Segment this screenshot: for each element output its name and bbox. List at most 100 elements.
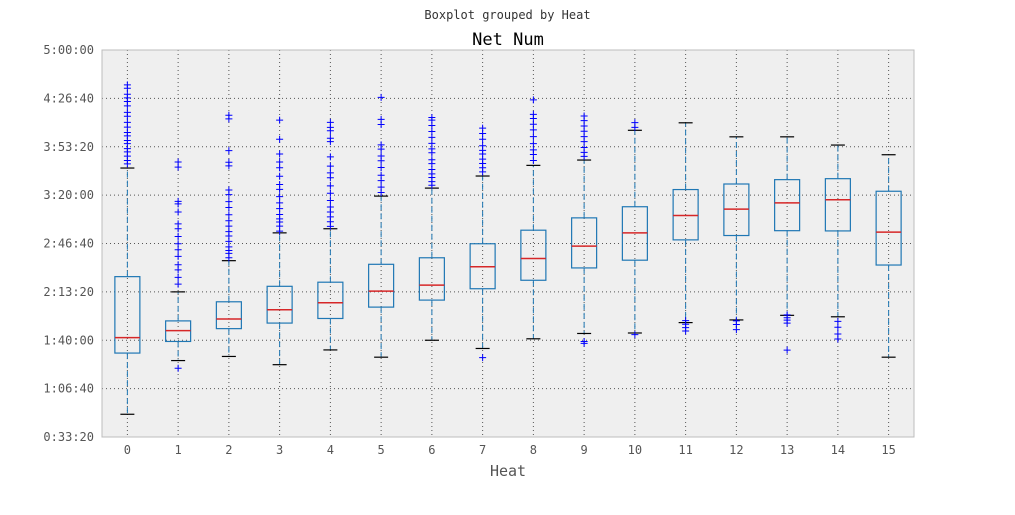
outlier-point xyxy=(326,196,334,204)
outlier-point xyxy=(326,134,334,142)
outlier-point xyxy=(326,203,334,211)
outlier-point xyxy=(479,124,487,132)
outlier-point xyxy=(225,186,233,194)
iqr-box xyxy=(571,217,598,269)
outlier-point xyxy=(732,317,740,325)
outlier-point xyxy=(276,150,284,158)
outlier-point xyxy=(276,199,284,207)
iqr-box xyxy=(520,229,547,281)
outlier-point xyxy=(326,162,334,170)
iqr-box xyxy=(774,179,801,232)
figure-suptitle: Boxplot grouped by Heat xyxy=(424,8,591,22)
outlier-point xyxy=(682,317,690,325)
y-tick-label: 5:00:00 xyxy=(43,43,94,57)
outlier-point xyxy=(428,139,436,147)
outlier-point xyxy=(529,110,537,118)
iqr-box xyxy=(215,301,242,330)
x-tick-label: 3 xyxy=(276,443,283,457)
outlier-point xyxy=(174,252,182,260)
x-tick-label: 5 xyxy=(378,443,385,457)
chart-title: Net Num xyxy=(472,30,544,50)
outlier-point xyxy=(123,108,131,116)
x-tick-label: 6 xyxy=(428,443,435,457)
box-group-6 xyxy=(418,113,445,341)
outlier-point xyxy=(326,182,334,190)
iqr-box xyxy=(266,285,293,324)
box-group-12 xyxy=(723,136,750,334)
outlier-point xyxy=(326,189,334,197)
box-group-3 xyxy=(266,116,293,366)
outlier-point xyxy=(326,169,334,177)
box-group-2 xyxy=(215,111,242,358)
outlier-point xyxy=(225,147,233,155)
outlier-point xyxy=(529,133,537,141)
box-group-8 xyxy=(520,96,547,340)
iqr-box xyxy=(114,276,141,354)
iqr-box xyxy=(368,263,395,308)
outlier-point xyxy=(631,331,639,339)
x-tick-label: 0 xyxy=(124,443,131,457)
x-tick-label: 7 xyxy=(479,443,486,457)
outlier-point xyxy=(529,96,537,104)
x-tick-label: 13 xyxy=(780,443,794,457)
outlier-point xyxy=(529,146,537,154)
outlier-point xyxy=(479,142,487,150)
iqr-box xyxy=(317,281,344,320)
box-group-9 xyxy=(571,112,598,347)
outlier-point xyxy=(225,198,233,206)
outlier-point xyxy=(580,337,588,345)
plot-area xyxy=(102,50,914,437)
outlier-point xyxy=(276,172,284,180)
box-group-5 xyxy=(368,93,395,358)
outlier-point xyxy=(783,311,791,319)
outlier-point xyxy=(834,317,842,325)
box-group-0 xyxy=(114,81,141,415)
axes: 0:33:20 1:06:40 1:40:00 2:13:20 2:46:40 3:20:… xyxy=(43,43,895,457)
outlier-point xyxy=(174,280,182,288)
outlier-point xyxy=(174,240,182,248)
box-group-11 xyxy=(672,122,699,335)
outlier-point xyxy=(174,364,182,372)
outlier-point xyxy=(174,246,182,254)
y-tick-label: 1:40:00 xyxy=(43,333,94,347)
outlier-point xyxy=(783,346,791,354)
outlier-point xyxy=(428,156,436,164)
x-tick-label: 2 xyxy=(225,443,232,457)
y-tick-label: 0:33:20 xyxy=(43,430,94,444)
outlier-point xyxy=(529,157,537,165)
outlier-point xyxy=(326,153,334,161)
outlier-point xyxy=(529,140,537,148)
outlier-point xyxy=(174,197,182,205)
outlier-point xyxy=(225,158,233,166)
x-tick-label: 4 xyxy=(327,443,334,457)
y-tick-label: 4:26:40 xyxy=(43,91,94,105)
outlier-point xyxy=(225,211,233,219)
outlier-point xyxy=(326,118,334,126)
outlier-point xyxy=(276,180,284,188)
x-tick-label: 12 xyxy=(729,443,743,457)
outlier-point xyxy=(174,273,182,281)
outlier-point xyxy=(225,217,233,225)
x-axis-label: Heat xyxy=(490,462,526,480)
boxes-layer xyxy=(114,81,902,415)
outlier-point xyxy=(377,141,385,149)
box-group-15 xyxy=(875,154,902,358)
outlier-point xyxy=(479,354,487,362)
outlier-point xyxy=(174,232,182,240)
outlier-point xyxy=(225,111,233,119)
box-group-7 xyxy=(469,124,496,362)
box-group-4 xyxy=(317,118,344,351)
y-tick-label: 3:53:20 xyxy=(43,140,94,154)
outlier-point xyxy=(377,183,385,191)
plot-frame xyxy=(101,49,915,438)
outlier-point xyxy=(428,113,436,121)
x-tick-label: 9 xyxy=(581,443,588,457)
x-tick-label: 10 xyxy=(628,443,642,457)
box-group-14 xyxy=(824,144,851,343)
outlier-point xyxy=(174,158,182,166)
outlier-point xyxy=(174,208,182,216)
outlier-point xyxy=(276,158,284,166)
box-group-10 xyxy=(621,119,648,339)
outlier-point xyxy=(377,171,385,179)
